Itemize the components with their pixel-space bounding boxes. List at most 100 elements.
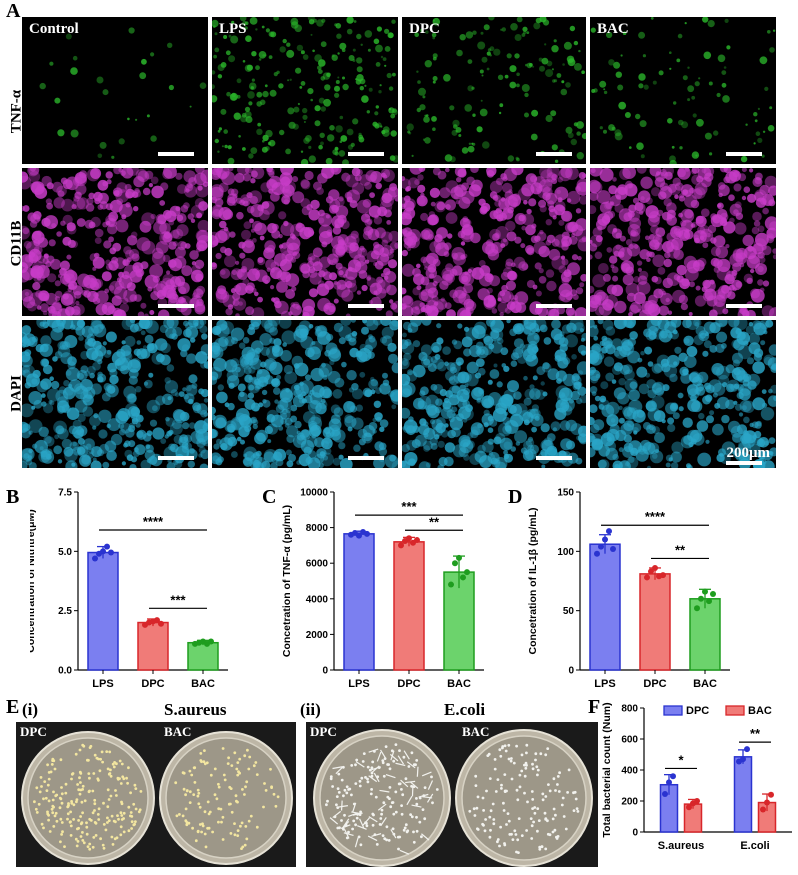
colony <box>119 782 123 785</box>
colony <box>99 757 102 761</box>
colony <box>502 801 505 805</box>
colony <box>475 806 479 810</box>
colony <box>430 775 433 779</box>
colony <box>78 792 82 796</box>
data-point <box>456 554 462 561</box>
colony <box>270 785 273 789</box>
colony <box>226 762 230 765</box>
colony <box>233 751 237 755</box>
colony <box>382 774 386 778</box>
colony <box>114 820 117 824</box>
petri-dish-agar <box>27 737 149 859</box>
scale-bar <box>536 304 572 308</box>
plate-cond-dpc-1: DPC <box>20 724 47 739</box>
colony <box>474 774 478 778</box>
colony <box>481 796 485 800</box>
colony <box>500 783 503 787</box>
colony <box>93 753 97 757</box>
colony <box>558 771 561 775</box>
colony <box>98 769 102 773</box>
colony <box>561 796 565 800</box>
colony <box>355 758 359 762</box>
colony <box>556 783 559 786</box>
colony <box>102 801 105 805</box>
colony <box>89 819 93 822</box>
y-tick-label: 5.0 <box>58 547 72 558</box>
colony <box>75 798 79 801</box>
y-tick-label: 7.5 <box>58 488 72 499</box>
colony <box>227 802 231 806</box>
colony <box>255 825 259 829</box>
colony <box>70 777 73 781</box>
colony <box>354 823 357 827</box>
colony <box>92 772 96 775</box>
colony-streak <box>390 750 395 761</box>
colony <box>53 814 57 818</box>
colony <box>351 827 354 831</box>
colony <box>139 790 143 793</box>
y-tick-label: 6000 <box>306 559 329 570</box>
colony <box>109 794 113 798</box>
colony <box>71 772 75 775</box>
colony <box>354 763 357 767</box>
colony <box>423 817 427 821</box>
scale-bar <box>158 152 194 156</box>
colony <box>77 819 80 822</box>
colony-streak <box>348 812 358 817</box>
colony <box>66 817 69 821</box>
panel-d-label: D <box>508 486 523 508</box>
colony <box>476 795 480 799</box>
colony <box>234 794 238 798</box>
colony-streak <box>377 803 387 811</box>
colony <box>412 840 416 844</box>
colony <box>223 778 227 782</box>
significance-label: *** <box>401 499 417 514</box>
colony <box>58 806 62 810</box>
colony <box>229 832 233 835</box>
colony <box>115 794 118 797</box>
colony <box>377 766 381 769</box>
colony <box>197 791 201 795</box>
colony <box>390 801 394 804</box>
colony <box>188 790 192 794</box>
scale-bar <box>348 304 384 308</box>
colony <box>134 807 138 811</box>
colony-streak <box>362 817 370 826</box>
panel-b-label: B <box>6 486 20 508</box>
colony <box>206 826 210 830</box>
colony <box>188 769 192 773</box>
colony <box>530 837 534 840</box>
colony <box>402 755 406 759</box>
significance-label: **** <box>645 509 666 524</box>
colony <box>249 814 253 818</box>
colony <box>492 822 496 826</box>
colony-streak <box>416 766 419 777</box>
colony <box>43 780 47 783</box>
colony <box>252 764 256 768</box>
colony <box>378 823 382 826</box>
colony <box>221 838 225 841</box>
colony <box>530 824 534 828</box>
colony <box>403 826 407 830</box>
data-point <box>644 574 650 581</box>
colony <box>197 802 201 806</box>
colony <box>217 785 221 789</box>
colony <box>109 768 112 772</box>
colony <box>396 835 400 839</box>
colony <box>105 750 109 753</box>
plate-cond-bac-2: BAC <box>462 724 490 739</box>
colony <box>130 820 134 824</box>
colony-streak <box>397 755 405 765</box>
colony <box>130 827 133 830</box>
colony <box>79 772 83 775</box>
data-point <box>92 555 98 562</box>
colony-streak <box>427 780 434 790</box>
colony <box>255 773 259 776</box>
colony <box>345 791 349 795</box>
chart-tnf: Concetration of TNF-α (pg/mL) 0 2000 4000 60… <box>281 488 484 690</box>
colony <box>102 823 106 826</box>
scale-bar <box>158 304 194 308</box>
micrograph-dpc-cd11b <box>402 168 586 316</box>
colony <box>388 786 392 789</box>
colony <box>243 793 246 796</box>
